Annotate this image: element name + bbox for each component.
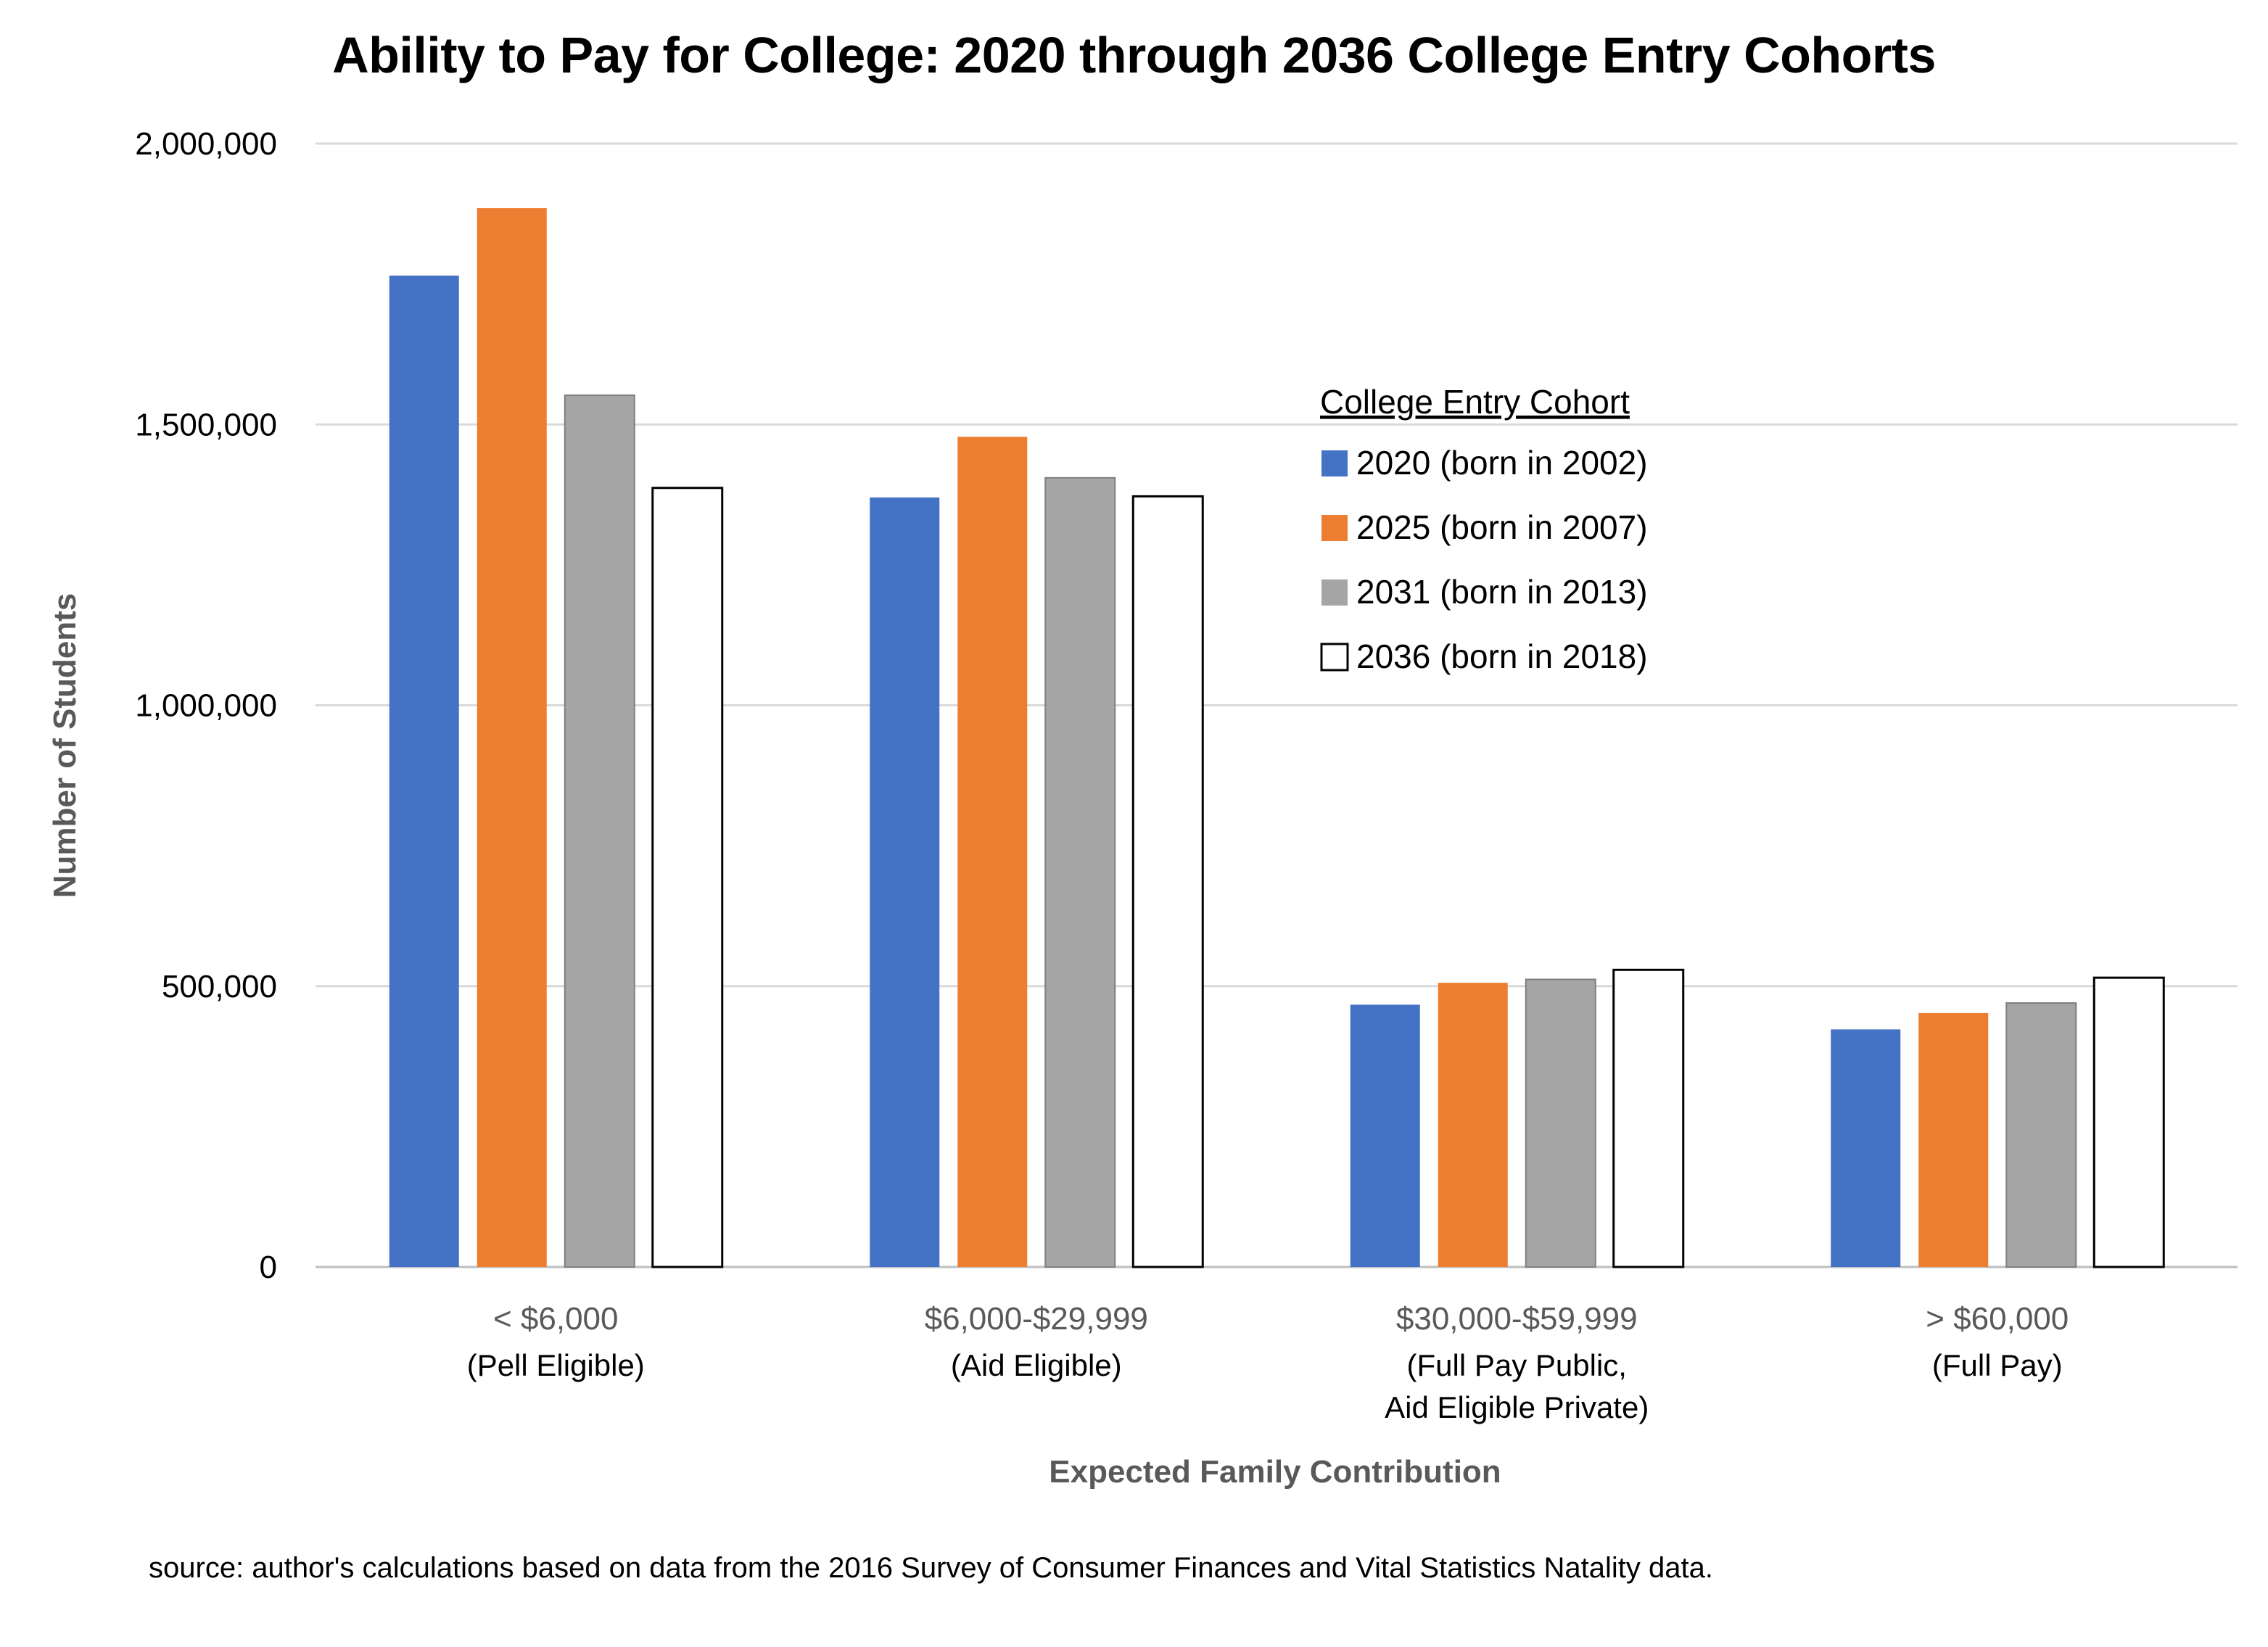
bar [564,394,635,1268]
legend-swatch [1321,579,1348,606]
y-tick-label: 500,000 [162,969,277,1004]
bar [389,276,459,1267]
legend-label: 2036 (born in 2018) [1356,637,1648,675]
bar [1918,1012,1989,1267]
legend-label: 2031 (born in 2013) [1356,573,1648,611]
bar [651,487,724,1268]
x-tick-label: > $60,000 [1926,1301,2069,1337]
legend-swatch [1320,643,1349,672]
bar [2092,976,2165,1268]
x-tick-label: < $6,000 [493,1301,619,1337]
bar [1831,1029,1901,1267]
y-tick-label: 2,000,000 [135,126,277,162]
bar [957,437,1028,1267]
bar [1044,476,1116,1268]
x-tick-sublabel: (Full Pay) [1932,1348,2063,1382]
x-axis-title: Expected Family Contribution [1049,1454,1501,1490]
legend-swatch [1321,450,1348,476]
legend-swatch [1321,515,1348,541]
y-tick-label: 1,500,000 [135,407,277,442]
chart-title: Ability to Pay for College: 2020 through… [332,27,1936,83]
bar [1612,968,1685,1268]
bar [1131,495,1204,1268]
x-tick-sublabel: Aid Eligible Private) [1385,1390,1649,1424]
y-tick-label: 1,000,000 [135,688,277,724]
source-note: source: author's calculations based on d… [149,1552,1713,1584]
legend-title: College Entry Cohort [1320,383,1630,421]
x-tick-sublabel: (Pell Eligible) [467,1348,645,1382]
y-axis-title: Number of Students [47,593,83,898]
legend-label: 2020 (born in 2002) [1356,444,1648,482]
x-tick-sublabel: (Aid Eligible) [951,1348,1122,1382]
x-tick-label: $6,000-$29,999 [925,1301,1148,1337]
x-tick-sublabel: (Full Pay Public, [1407,1348,1627,1382]
bar [2005,1002,2077,1268]
y-tick-label: 0 [260,1250,277,1285]
bar [1438,983,1508,1267]
bar [1350,1004,1420,1267]
x-tick-label: $30,000-$59,999 [1396,1301,1638,1337]
legend-label: 2025 (born in 2007) [1356,508,1648,546]
bar [1525,978,1596,1268]
bar [870,497,940,1267]
bar [477,208,547,1267]
